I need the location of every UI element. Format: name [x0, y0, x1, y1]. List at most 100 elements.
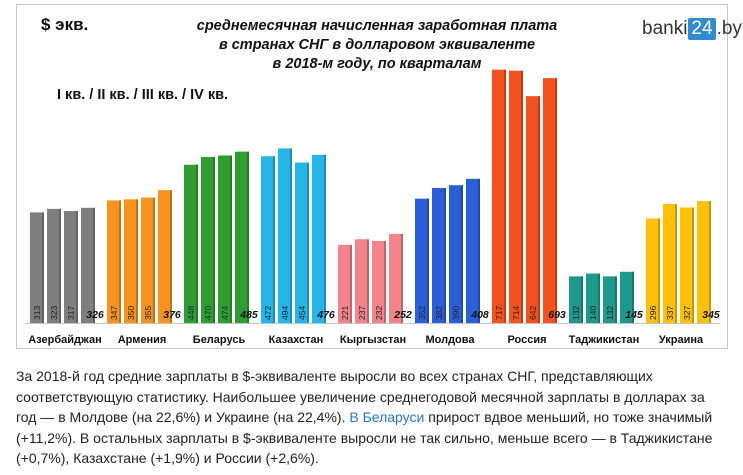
bar [295, 162, 309, 323]
bar [184, 164, 198, 323]
bar-shade [675, 203, 677, 323]
bar [492, 69, 506, 323]
data-label: 355 [143, 306, 153, 320]
data-label: 454 [297, 306, 307, 320]
logo-box: 24 [688, 18, 716, 40]
bar [680, 207, 694, 323]
data-label: 714 [511, 306, 521, 320]
bar-shade [444, 188, 446, 323]
bar [620, 271, 634, 323]
data-label: 376 [163, 309, 181, 321]
data-label: 337 [665, 306, 675, 320]
bar [261, 156, 275, 323]
category-label: Беларусь [193, 334, 246, 346]
unit-label: $ экв. [41, 15, 89, 34]
logo-suffix: .by [716, 18, 742, 39]
chart-title-line: в странах СНГ в долларовом эквиваленте [218, 37, 536, 53]
bar [432, 188, 446, 323]
bar-shade [196, 164, 198, 323]
bar [218, 155, 232, 323]
bar [569, 276, 583, 323]
data-label: 494 [280, 306, 290, 320]
bar [466, 178, 480, 323]
bar [47, 208, 61, 323]
data-label: 485 [239, 309, 258, 321]
category-label: Армения [118, 334, 167, 346]
data-label: 232 [374, 306, 384, 320]
bar-shade [598, 273, 600, 323]
category-label: Кыргызстан [340, 334, 406, 346]
data-label: 237 [357, 306, 367, 320]
bar-shade [350, 244, 352, 323]
bar-shade [273, 156, 275, 323]
bar [543, 78, 557, 323]
bar [697, 201, 711, 323]
bar [141, 197, 155, 323]
bar-shade [555, 78, 557, 323]
bar-shade [658, 218, 660, 323]
bar-shade [324, 154, 326, 323]
bar [389, 233, 403, 323]
category-label: Таджикистан [569, 334, 640, 346]
bar-shade [119, 200, 121, 323]
bar [526, 96, 540, 323]
data-label: 642 [528, 306, 538, 320]
bar-shade [247, 151, 249, 323]
data-label: 470 [203, 306, 213, 320]
data-label: 717 [494, 306, 504, 320]
category-label: Украина [659, 334, 704, 346]
bar [158, 190, 172, 323]
data-label: 140 [588, 306, 598, 320]
data-label: 221 [340, 306, 350, 320]
bar [30, 212, 44, 323]
data-label: 448 [186, 306, 196, 320]
chart-title-line: среднемесячная начисленная заработная пл… [196, 18, 558, 34]
bar [312, 154, 326, 323]
data-label: 317 [66, 306, 76, 320]
article-paragraph: За 2018-й год средние зарплаты в $-эквив… [16, 366, 728, 469]
bar [603, 276, 617, 323]
data-label: 352 [417, 306, 427, 320]
data-label: 323 [49, 306, 59, 320]
bar-shade [427, 198, 429, 323]
bar [64, 210, 78, 323]
bar-shade [504, 69, 506, 323]
bar-shade [170, 190, 172, 323]
chart-title: среднемесячная начисленная заработная пл… [177, 17, 577, 74]
category-label: Азербайджан [28, 334, 101, 346]
data-label: 408 [470, 309, 489, 321]
bar [338, 244, 352, 323]
bar [509, 70, 523, 323]
bar [201, 156, 215, 323]
bar-shade [632, 271, 634, 323]
bar [415, 198, 429, 323]
data-label: 350 [126, 306, 136, 320]
category-label: Молдова [425, 334, 475, 346]
category-label: Казахстан [269, 334, 324, 346]
chart-container: 313 323 317 326 Азербайджан 347 350 355 376 Армен… [16, 4, 742, 349]
bar-shade [136, 199, 138, 323]
bar-shade [93, 207, 95, 323]
chart-title-line: в 2018-м году, по кварталам [272, 56, 482, 72]
data-label: 476 [316, 309, 335, 321]
bar-shade [153, 197, 155, 323]
bar-shade [581, 276, 583, 323]
data-label: 474 [220, 306, 230, 320]
bar [124, 199, 138, 323]
bar-shade [367, 239, 369, 323]
logo-prefix: banki [642, 18, 688, 39]
bar-shade [384, 241, 386, 323]
bar [355, 239, 369, 323]
bar-shade [213, 156, 215, 323]
belarus-link[interactable]: В Беларуси [349, 409, 425, 425]
bar-shade [461, 185, 463, 323]
bar [81, 207, 95, 323]
bar-shade [709, 201, 711, 323]
bar-shade [521, 70, 523, 323]
bar [235, 151, 249, 323]
data-label: 382 [434, 306, 444, 320]
bar-shade [692, 207, 694, 323]
bar [663, 203, 677, 323]
bar [586, 273, 600, 323]
data-label: 132 [571, 306, 581, 320]
